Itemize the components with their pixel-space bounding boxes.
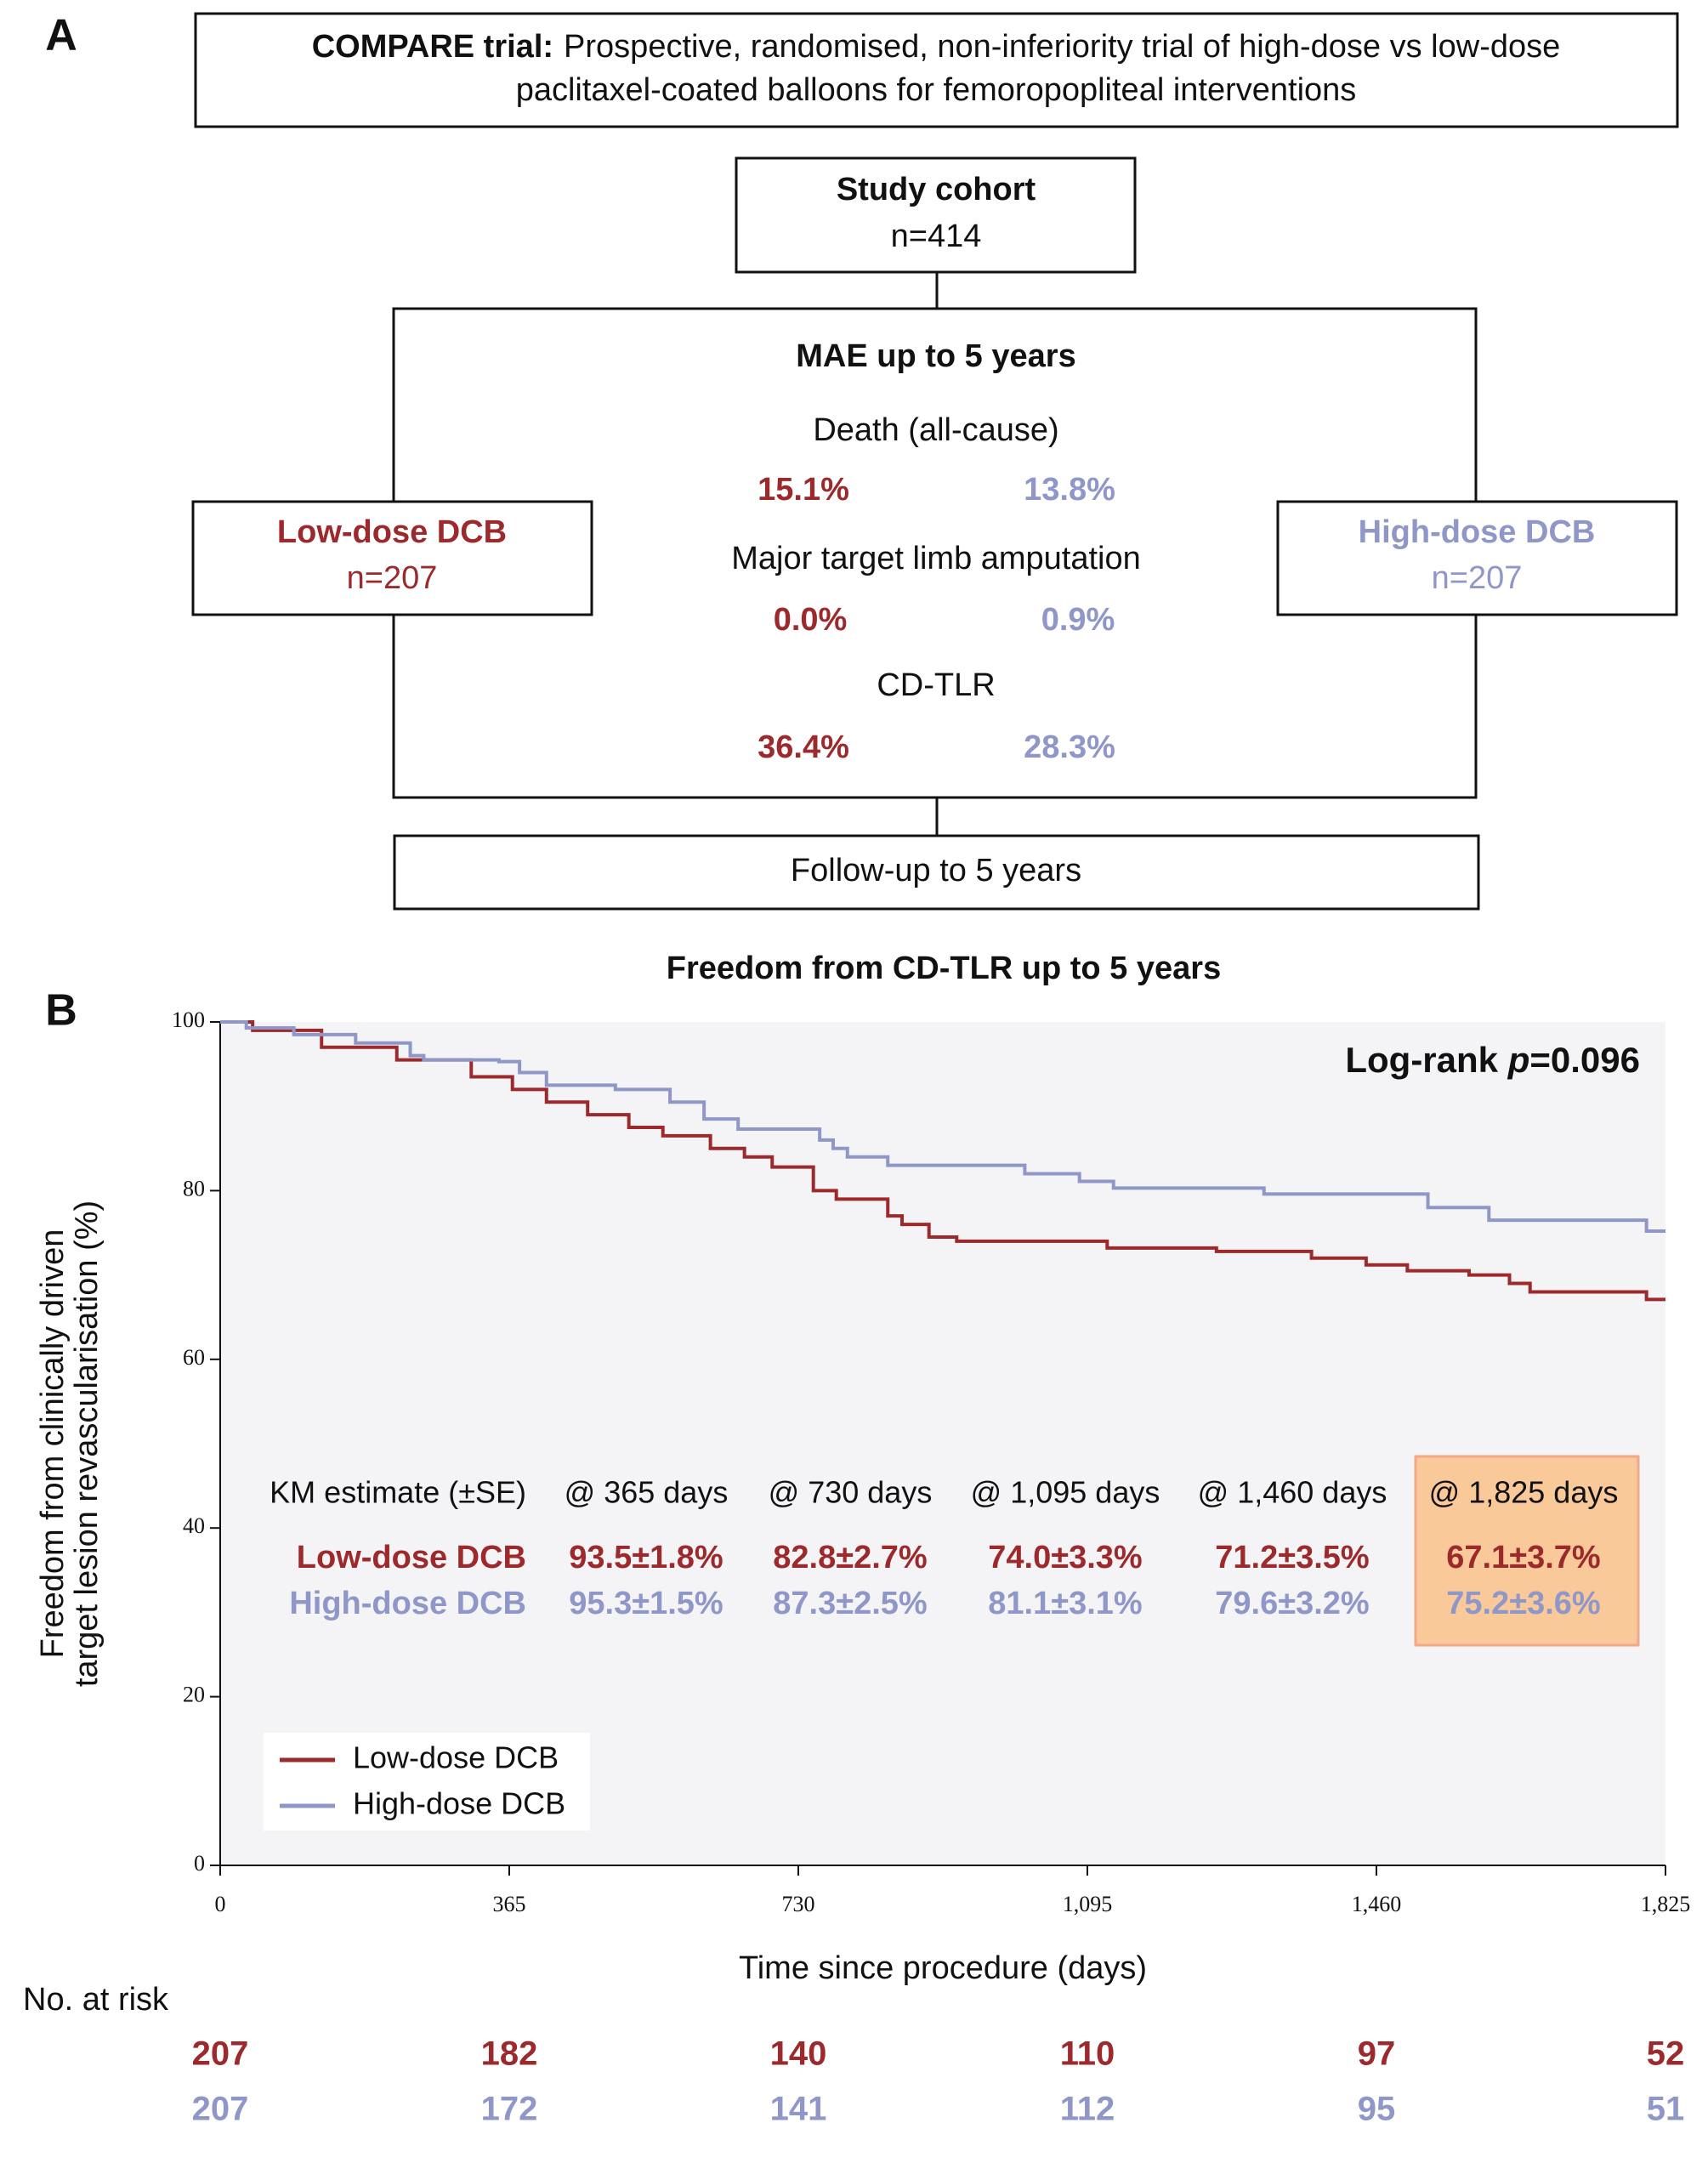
table-row-label: High-dose DCB xyxy=(289,1586,526,1621)
outcome-low: 15.1% xyxy=(758,472,849,508)
y-tick-label: 100 xyxy=(172,1008,205,1032)
at-risk-value: 110 xyxy=(1060,2035,1115,2073)
group-n: n=207 xyxy=(347,560,438,596)
y-tick-label: 20 xyxy=(183,1683,205,1707)
trial-text: paclitaxel-coated balloons for femoropop… xyxy=(516,72,1357,108)
outcome-low: 36.4% xyxy=(758,729,849,765)
table-cell: 67.1±3.7% xyxy=(1446,1540,1600,1575)
high-dose-box xyxy=(1276,500,1678,616)
annotation-part: Log-rank xyxy=(1345,1040,1507,1080)
y-axis-label: target lesion revascularisation (%) xyxy=(69,1201,105,1687)
table-header: @ 730 days xyxy=(769,1475,933,1510)
legend-label: High-dose DCB xyxy=(353,1786,565,1821)
table-cell: 71.2±3.5% xyxy=(1215,1540,1369,1575)
table-cell: 74.0±3.3% xyxy=(988,1540,1142,1575)
panel-label: B xyxy=(45,986,77,1036)
table-header: @ 1,825 days xyxy=(1429,1475,1619,1510)
at-risk-value: 141 xyxy=(770,2091,827,2128)
annotation-part: p xyxy=(1507,1040,1530,1080)
trial-box xyxy=(194,12,1679,128)
at-risk-title: No. at risk xyxy=(23,1982,169,2018)
table-cell: 81.1±3.1% xyxy=(988,1586,1142,1621)
x-tick-label: 1,095 xyxy=(1063,1892,1113,1916)
at-risk-value: 95 xyxy=(1358,2091,1396,2128)
y-tick-label: 80 xyxy=(183,1176,205,1201)
outcome-name: Death (all-cause) xyxy=(813,412,1058,448)
at-risk-value: 207 xyxy=(192,2035,249,2073)
legend-box xyxy=(264,1733,590,1831)
plot-area xyxy=(220,1022,1665,1865)
table-cell: 87.3±2.5% xyxy=(773,1586,927,1621)
mae-title: MAE up to 5 years xyxy=(796,338,1075,374)
highlight xyxy=(1414,1455,1640,1647)
legend-label: Low-dose DCB xyxy=(353,1740,559,1775)
cohort-title: Study cohort xyxy=(837,172,1036,207)
chart-title: Freedom from CD-TLR up to 5 years xyxy=(667,951,1221,986)
table-cell: 93.5±1.8% xyxy=(569,1540,723,1575)
x-tick-label: 1,460 xyxy=(1352,1892,1402,1916)
follow-up: Follow-up to 5 years xyxy=(791,853,1081,888)
y-tick-label: 40 xyxy=(183,1513,205,1538)
at-risk-value: 182 xyxy=(481,2035,538,2073)
at-risk-value: 97 xyxy=(1358,2035,1396,2073)
x-tick-label: 730 xyxy=(782,1892,815,1916)
table-cell: 79.6±3.2% xyxy=(1215,1586,1369,1621)
outcome-high: 0.9% xyxy=(1041,602,1115,638)
y-tick-label: 60 xyxy=(183,1345,205,1370)
low-dose-box xyxy=(191,500,593,616)
y-axis-label: Freedom from clinically driven xyxy=(35,1229,71,1659)
annotation: Log-rank p=0.096 xyxy=(1345,1040,1640,1080)
group-title: High-dose DCB xyxy=(1359,514,1596,550)
group-n: n=207 xyxy=(1432,560,1523,596)
km-curve xyxy=(220,1020,1665,1302)
at-risk-value: 207 xyxy=(192,2091,249,2128)
follow-up-box xyxy=(393,834,1480,911)
x-axis-label: Time since procedure (days) xyxy=(739,1950,1147,1986)
outcome-name: CD-TLR xyxy=(877,667,995,703)
outcome-high: 28.3% xyxy=(1024,729,1115,765)
trial-title: COMPARE trial: xyxy=(312,29,553,65)
at-risk-value: 140 xyxy=(770,2035,827,2073)
at-risk-value: 51 xyxy=(1647,2091,1685,2128)
x-tick-label: 365 xyxy=(493,1892,526,1916)
table-header: KM estimate (±SE) xyxy=(270,1475,526,1510)
outcome-low: 0.0% xyxy=(774,602,848,638)
table-header: @ 365 days xyxy=(565,1475,729,1510)
table-cell: 82.8±2.7% xyxy=(773,1540,927,1575)
outcome-high: 13.8% xyxy=(1024,472,1115,508)
table-cell: 75.2±3.6% xyxy=(1446,1586,1600,1621)
cohort-n: n=414 xyxy=(891,219,982,254)
trial-text: Prospective, randomised, non-inferiority… xyxy=(564,29,1560,65)
trial-line: COMPARE trial: Prospective, randomised, n… xyxy=(312,29,1561,65)
at-risk-value: 52 xyxy=(1647,2035,1685,2073)
at-risk-value: 112 xyxy=(1060,2091,1115,2128)
panel-label: A xyxy=(45,11,77,60)
km-curve xyxy=(220,1020,1665,1234)
x-tick-label: 1,825 xyxy=(1641,1892,1691,1916)
table-header: @ 1,095 days xyxy=(971,1475,1160,1510)
at-risk-value: 172 xyxy=(481,2091,538,2128)
outcome-name: Major target limb amputation xyxy=(731,541,1141,576)
annotation-part: =0.096 xyxy=(1529,1040,1640,1080)
x-tick-label: 0 xyxy=(215,1892,226,1916)
y-tick-label: 0 xyxy=(194,1851,205,1876)
cohort-box xyxy=(735,156,1137,274)
group-title: Low-dose DCB xyxy=(277,514,507,550)
table-header: @ 1,460 days xyxy=(1198,1475,1387,1510)
table-cell: 95.3±1.5% xyxy=(569,1586,723,1621)
table-row-label: Low-dose DCB xyxy=(297,1540,526,1575)
